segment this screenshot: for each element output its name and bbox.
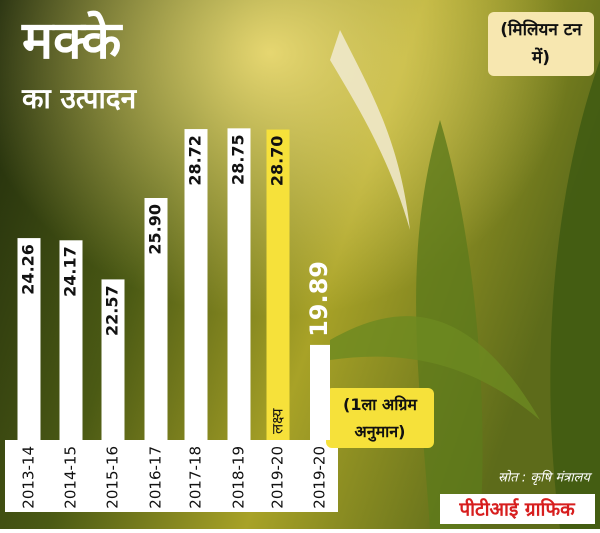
credit-bg	[440, 494, 595, 524]
label-strip	[5, 440, 338, 512]
value-label: 19.89	[305, 261, 333, 337]
credit: पीटीआई ग्राफिक	[458, 498, 576, 521]
target-label: लक्ष्य	[269, 408, 287, 434]
value-label: 25.90	[146, 204, 165, 255]
leaf	[330, 316, 540, 420]
chart-subtitle: का उत्पादन	[21, 82, 138, 115]
x-tick-label: 2015-16	[104, 446, 122, 509]
bar	[310, 344, 330, 440]
chart-title: मक्के	[21, 10, 123, 71]
bar	[17, 238, 41, 440]
x-tick-label: 2019-20	[269, 446, 287, 509]
bar	[59, 240, 83, 440]
value-label: 28.72	[186, 135, 205, 186]
x-tick-label: 2016-17	[147, 446, 165, 509]
value-label: 24.26	[19, 244, 38, 295]
note-box: (1ला अग्रिम अनुमान)	[326, 388, 434, 448]
leaf	[550, 60, 600, 529]
bar	[101, 279, 125, 440]
bar	[266, 129, 290, 441]
unit-box: (मिलियन टन में)	[488, 12, 594, 76]
bar	[184, 129, 208, 441]
x-tick-label: 2018-19	[230, 446, 248, 509]
x-tick-label: 2014-15	[62, 446, 80, 509]
value-label: 28.75	[229, 134, 248, 185]
corn-silk	[330, 30, 410, 230]
bar	[227, 128, 251, 441]
x-tick-label: 2017-18	[187, 446, 205, 509]
source: स्रोत : कृषि मंत्रालय	[498, 470, 592, 486]
unit: (मिलियन टन में)	[488, 12, 594, 76]
bar	[144, 198, 168, 440]
value-label: 22.57	[103, 285, 122, 336]
x-tick-label: 2019-20	[311, 446, 329, 509]
value-label: 24.17	[61, 246, 80, 297]
x-tick-label: 2013-14	[20, 446, 38, 509]
note: (1ला अग्रिम अनुमान)	[326, 388, 434, 448]
value-label: 28.70	[268, 136, 287, 187]
